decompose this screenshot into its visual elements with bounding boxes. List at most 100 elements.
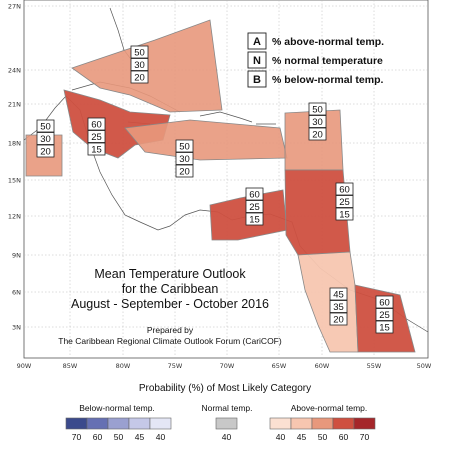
lon-label: 65W	[272, 362, 287, 370]
lon-label: 50W	[417, 362, 432, 370]
prob-cell-above	[329, 287, 348, 301]
key-text-above: % above-normal temp.	[272, 36, 384, 48]
prob-value-below: 15	[379, 322, 390, 333]
lat-label: 3N	[12, 324, 21, 332]
scale-tick-above: 40	[276, 432, 286, 442]
key-box-normal	[247, 51, 267, 69]
prob-value-above: 60	[379, 297, 390, 308]
prob-cell-normal	[130, 58, 149, 71]
region-guyana	[297, 251, 359, 353]
key-letter-above: A	[253, 36, 261, 48]
lon-label: 80W	[116, 362, 131, 370]
prob-value-below: 15	[249, 214, 260, 225]
prob-cell-below	[329, 312, 348, 326]
lat-label: 27N	[8, 3, 21, 11]
lat-label: 9N	[12, 252, 21, 260]
key-box-above	[247, 32, 267, 50]
lon-label: 90W	[17, 362, 32, 370]
prob-value-above: 60	[249, 189, 260, 200]
organization: The Caribbean Regional Climate Outlook F…	[58, 336, 282, 346]
lon-label: 75W	[168, 362, 183, 370]
prob-cell-above	[335, 182, 354, 196]
prob-value-below: 15	[91, 144, 102, 155]
prob-value-above: 50	[134, 47, 145, 58]
lat-label: 18N	[8, 140, 21, 148]
prob-cell-normal	[329, 300, 348, 313]
lon-label: 70W	[220, 362, 235, 370]
lon-label: 60W	[315, 362, 330, 370]
prob-cell-normal	[308, 115, 327, 128]
key-text-below: % below-normal temp.	[272, 74, 384, 86]
prob-value-normal: 30	[179, 154, 190, 165]
prob-value-above: 50	[312, 104, 323, 115]
scale-tick-below: 70	[72, 432, 82, 442]
prob-value-normal: 30	[40, 134, 51, 145]
prob-cell-above	[308, 102, 327, 116]
scale-tick-above: 70	[360, 432, 370, 442]
lat-label: 12N	[8, 213, 21, 221]
prob-value-below: 20	[179, 166, 190, 177]
scale-tick-above: 50	[318, 432, 328, 442]
prob-cell-normal	[87, 130, 106, 143]
key-box-below	[247, 70, 267, 88]
scale-tick-normal: 40	[222, 432, 232, 442]
prob-cell-above	[245, 187, 264, 201]
scale-title: Probability (%) of Most Likely Category	[139, 383, 311, 394]
probability-scale: Probability (%) of Most Likely Category …	[65, 383, 376, 442]
key-text-normal: % normal temperature	[272, 55, 383, 67]
prob-cell-normal	[375, 308, 394, 321]
lat-axis-labels: 27N 24N 21N 18N 15N 12N 9N 6N 3N	[8, 3, 21, 332]
prob-cell-above	[36, 119, 55, 133]
scale-tick-above: 60	[339, 432, 349, 442]
prob-value-below: 20	[134, 72, 145, 83]
scale-swatch-above	[353, 417, 376, 430]
prob-cell-below	[245, 212, 264, 226]
lon-axis-labels: 90W 85W 80W 75W 70W 65W 60W 55W 50W	[17, 362, 432, 370]
prob-cell-above	[87, 117, 106, 131]
prob-cell-normal	[36, 132, 55, 145]
prob-value-above: 50	[40, 121, 51, 132]
prob-cell-below	[36, 144, 55, 158]
prob-cell-below	[375, 320, 394, 334]
scale-swatch-above	[269, 417, 292, 430]
scale-swatch-below	[149, 417, 172, 430]
prob-cell-below	[175, 164, 194, 178]
scale-swatch-above	[332, 417, 355, 430]
title-line-1: Mean Temperature Outlook	[94, 267, 246, 281]
prob-cell-below	[308, 127, 327, 141]
prob-value-normal: 25	[379, 310, 390, 321]
title-line-3: August - September - October 2016	[71, 297, 269, 311]
prob-cell-above	[375, 295, 394, 309]
prob-value-normal: 25	[91, 132, 102, 143]
scale-swatch-above	[290, 417, 313, 430]
prob-value-above: 50	[179, 141, 190, 152]
scale-swatch-below	[86, 417, 109, 430]
prob-cell-above	[130, 45, 149, 59]
prob-value-below: 20	[40, 146, 51, 157]
key-letter-below: B	[253, 74, 261, 86]
prob-value-below: 20	[312, 129, 323, 140]
prob-value-above: 45	[333, 289, 344, 300]
key-letter-normal: N	[253, 55, 261, 67]
scale-swatch-below	[107, 417, 130, 430]
prob-value-above: 60	[339, 184, 350, 195]
prob-value-normal: 25	[249, 202, 260, 213]
prob-cell-below	[130, 70, 149, 84]
scale-above-label: Above-normal temp.	[291, 403, 368, 413]
prob-value-normal: 30	[312, 117, 323, 128]
lat-label: 15N	[8, 177, 21, 185]
prob-cell-normal	[245, 200, 264, 213]
lat-label: 21N	[8, 101, 21, 109]
lon-label: 85W	[63, 362, 78, 370]
scale-swatch-below	[65, 417, 88, 430]
prob-cell-normal	[335, 195, 354, 208]
title-line-2: for the Caribbean	[122, 282, 219, 296]
prob-value-below: 20	[333, 314, 344, 325]
